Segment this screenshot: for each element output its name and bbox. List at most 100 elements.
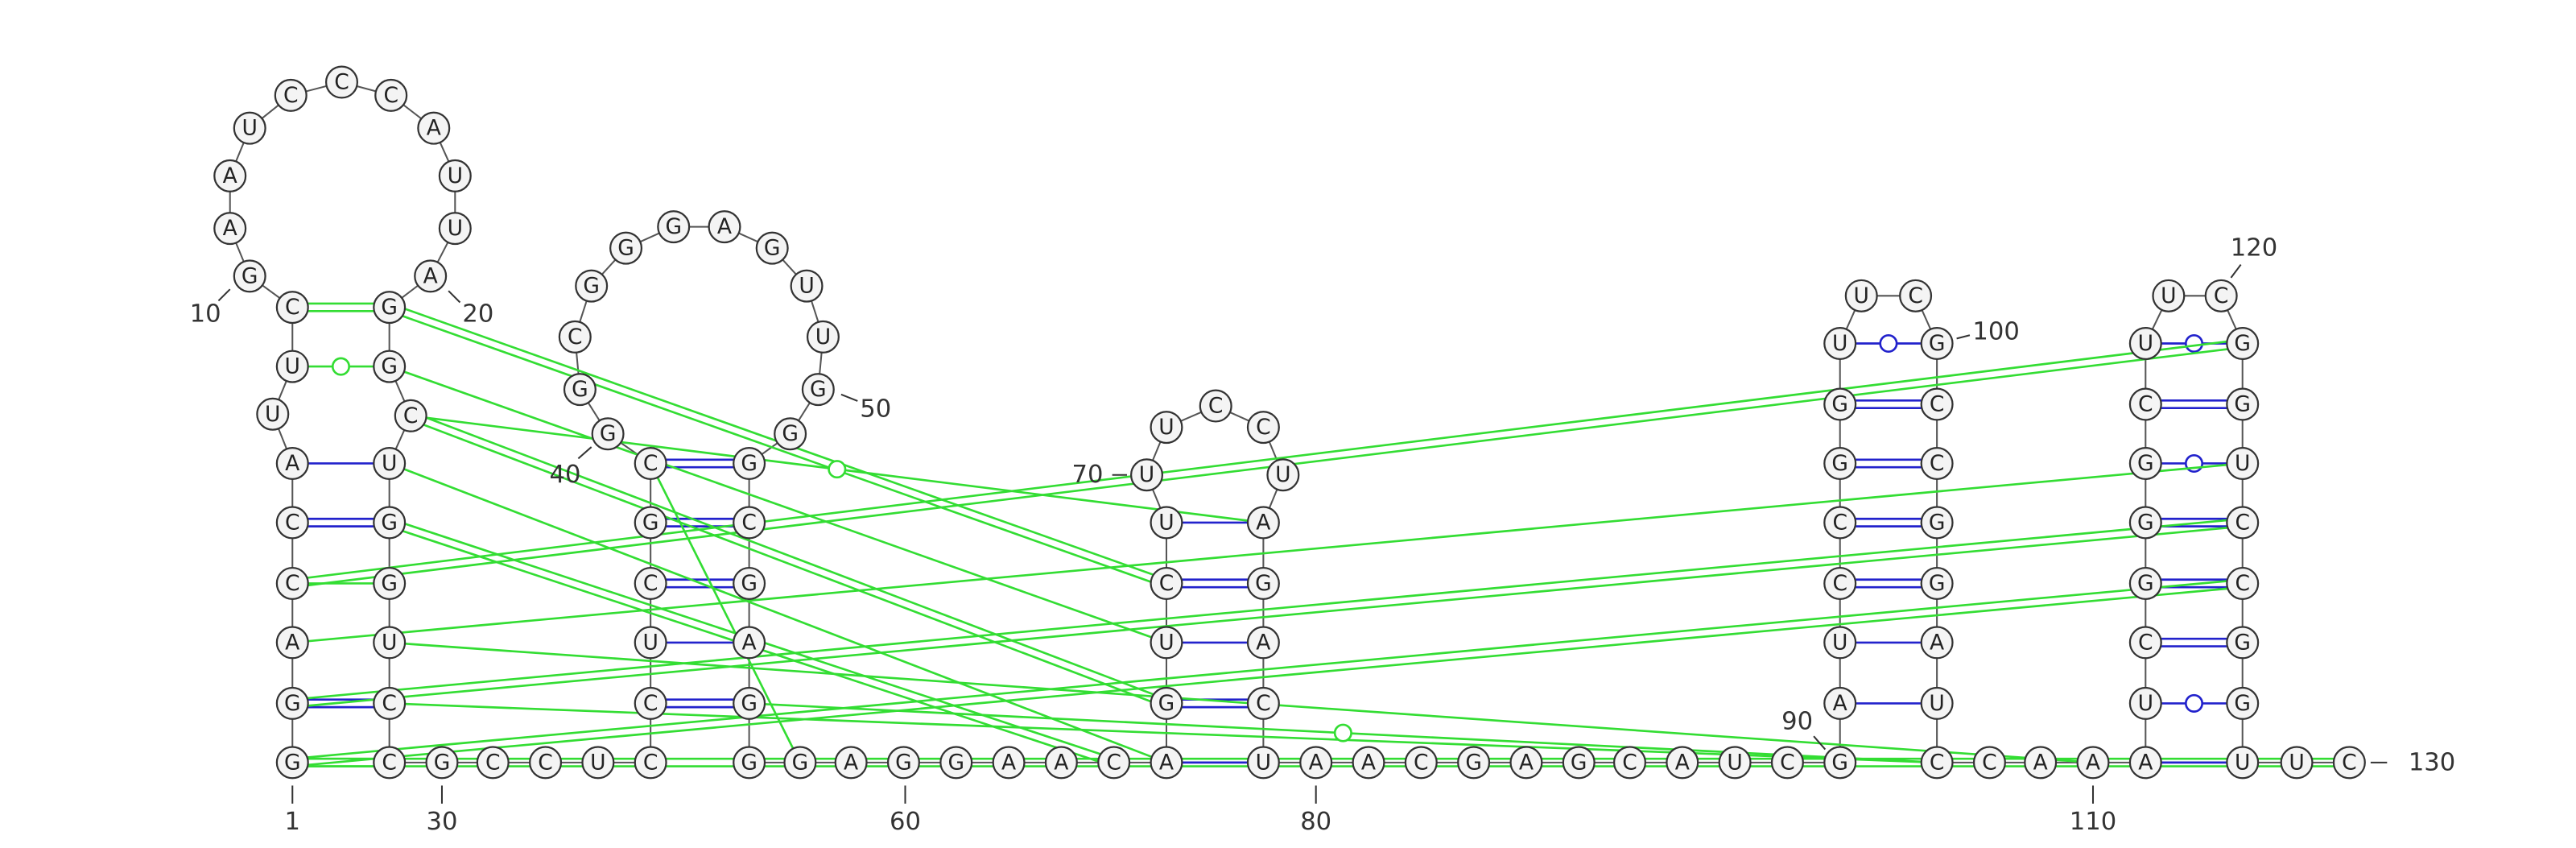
nucleotide-circle bbox=[1920, 746, 1954, 780]
nucleotide: A bbox=[275, 446, 309, 480]
nucleotide: G bbox=[275, 746, 309, 780]
nucleotide-circle bbox=[1246, 506, 1280, 540]
nucleotide-letter: A bbox=[2086, 750, 2100, 775]
nucleotide-circle bbox=[657, 210, 691, 244]
nucleotide-circle bbox=[275, 566, 309, 600]
nucleotide-letter: U bbox=[1854, 283, 1869, 308]
nucleotide-letter: A bbox=[844, 750, 858, 775]
nucleotide-letter: G bbox=[381, 571, 398, 596]
nucleotide-letter: U bbox=[642, 630, 658, 655]
nucleotide-circle bbox=[1150, 411, 1183, 445]
nucleotide-letter: G bbox=[1831, 750, 1848, 775]
nucleotide: G bbox=[2128, 446, 2162, 480]
nucleotide-circle bbox=[939, 746, 973, 780]
nucleotide-letter: G bbox=[642, 510, 659, 535]
nucleotide: A bbox=[992, 746, 1026, 780]
nucleotide: U bbox=[1844, 279, 1878, 312]
pair-line bbox=[389, 641, 2094, 764]
nucleotide: C bbox=[476, 746, 510, 780]
nucleotide: G bbox=[783, 746, 817, 780]
nucleotide-circle bbox=[1972, 746, 2006, 780]
nucleotide: C bbox=[1920, 746, 1954, 780]
pair-marker bbox=[1333, 723, 1352, 743]
nucleotide-letter: G bbox=[764, 236, 781, 261]
nucleotide-circle bbox=[1266, 458, 1300, 492]
nucleotide-circle bbox=[1150, 686, 1183, 720]
nucleotide-circle bbox=[373, 566, 407, 600]
nucleotide: U bbox=[1266, 458, 1300, 492]
nucleotide-letter: G bbox=[1929, 571, 1946, 596]
nucleotide-letter: G bbox=[1255, 571, 1272, 596]
nucleotide: A bbox=[733, 626, 766, 660]
nucleotide-letter: C bbox=[1930, 451, 1945, 476]
nucleotide-letter: G bbox=[947, 750, 964, 775]
nucleotide-circle bbox=[1823, 566, 1857, 600]
nucleotide-circle bbox=[1823, 746, 1857, 780]
nucleotide-letter: U bbox=[1832, 331, 1847, 356]
nucleotide: C bbox=[374, 78, 408, 112]
nucleotide-letter: U bbox=[1832, 630, 1847, 655]
nucleotide-circle bbox=[2280, 746, 2314, 780]
nucleotide: A bbox=[275, 626, 309, 660]
nucleotide-circle bbox=[1823, 626, 1857, 660]
nucleotide-circle bbox=[1920, 626, 1954, 660]
nucleotide-circle bbox=[733, 626, 766, 660]
nucleotide: G bbox=[1823, 746, 1857, 780]
nucleotide-circle bbox=[708, 210, 741, 244]
nucleotide: A bbox=[708, 210, 741, 244]
nucleotide-letter: C bbox=[1930, 750, 1945, 775]
nucleotide-letter: G bbox=[810, 377, 827, 402]
nucleotide-circle bbox=[1509, 746, 1543, 780]
nucleotide: U bbox=[2280, 746, 2314, 780]
nucleotide-circle bbox=[1823, 387, 1857, 421]
position-tick bbox=[1956, 334, 1971, 340]
nucleotide: C bbox=[373, 686, 407, 720]
pair-line bbox=[409, 418, 1166, 709]
nucleotide-letter: G bbox=[572, 377, 588, 402]
nucleotide: A bbox=[2076, 746, 2110, 780]
nucleotide-letter: C bbox=[1908, 283, 1923, 308]
nucleotide-circle bbox=[1199, 389, 1232, 423]
position-label: 90 bbox=[1781, 707, 1813, 735]
nucleotide-letter: U bbox=[590, 750, 605, 775]
nucleotide-letter: U bbox=[2289, 750, 2304, 775]
nucleotide: C bbox=[373, 746, 407, 780]
nucleotide: U bbox=[2128, 326, 2162, 361]
nucleotide-letter: U bbox=[382, 630, 397, 655]
nucleotide-circle bbox=[1246, 686, 1280, 720]
nucleotide-letter: A bbox=[717, 214, 732, 239]
nucleotide: C bbox=[1612, 746, 1647, 780]
links bbox=[229, 81, 2350, 767]
nucleotide-letter: U bbox=[285, 354, 300, 379]
nucleotide-letter: C bbox=[2235, 571, 2250, 596]
nucleotide-circle bbox=[2332, 746, 2366, 780]
nucleotide-circle bbox=[1246, 566, 1280, 600]
nucleotide-circle bbox=[274, 78, 308, 112]
nucleotide: G bbox=[1562, 746, 1596, 780]
nucleotide-circle bbox=[634, 686, 667, 720]
nucleotide-circle bbox=[2076, 746, 2110, 780]
nucleotide-circle bbox=[275, 291, 309, 325]
nucleotide-letter: A bbox=[1159, 750, 1174, 775]
nucleotide-letter: G bbox=[284, 691, 301, 716]
pair-marker bbox=[1879, 333, 1898, 354]
nucleotide: G bbox=[733, 446, 766, 480]
nucleotide: C bbox=[2128, 626, 2162, 660]
nucleotide-circle bbox=[1823, 686, 1857, 720]
nucleotide-circle bbox=[609, 231, 643, 265]
nucleotide-circle bbox=[1246, 411, 1280, 445]
nucleotide: U bbox=[2152, 279, 2186, 312]
nucleotide-circle bbox=[1666, 746, 1699, 780]
nucleotide-letter: A bbox=[1256, 510, 1270, 535]
nucleotide: U bbox=[1246, 746, 1280, 780]
nucleotide-letter: G bbox=[741, 451, 758, 476]
nucleotide-circle bbox=[373, 746, 407, 780]
nucleotide-circle bbox=[2128, 506, 2162, 540]
nucleotide: G bbox=[275, 686, 309, 720]
nucleotide-circle bbox=[783, 746, 817, 780]
nucleotide-letter: G bbox=[782, 421, 799, 446]
nucleotide: U bbox=[1718, 746, 1752, 780]
nucleotide-letter: U bbox=[1275, 462, 1290, 487]
